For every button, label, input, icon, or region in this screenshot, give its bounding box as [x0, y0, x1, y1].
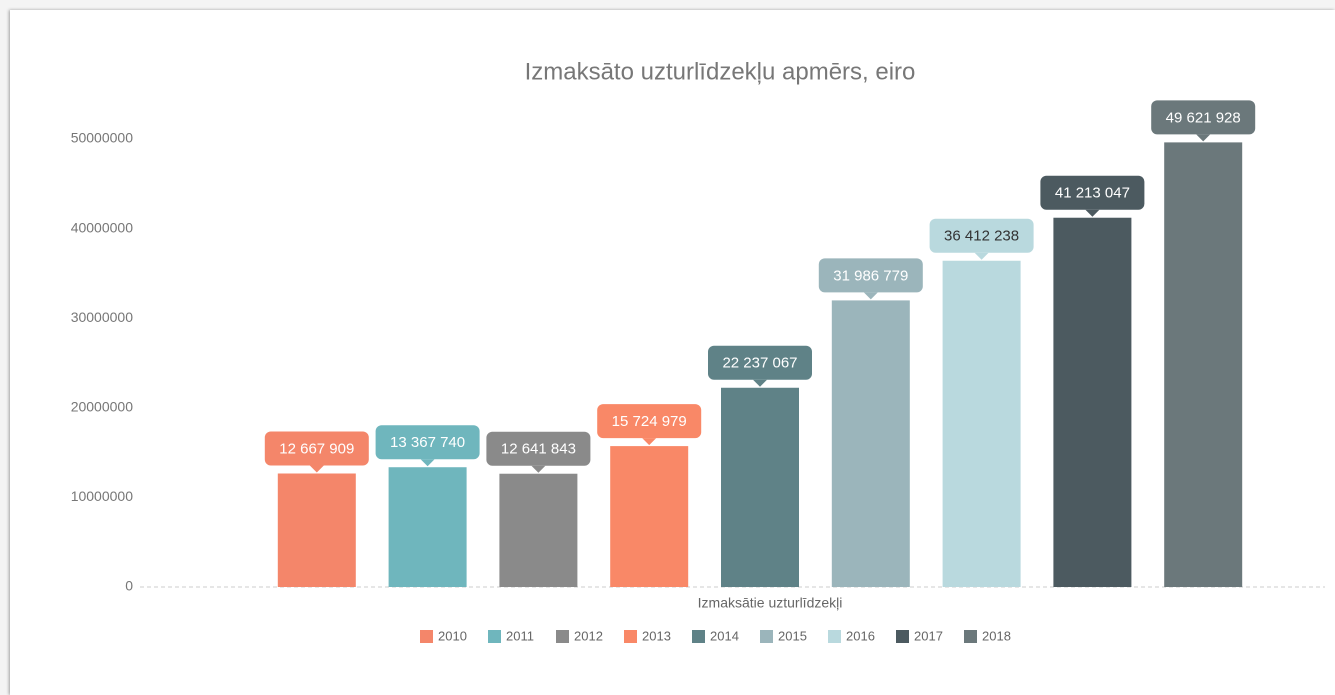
data-label-box — [818, 258, 923, 293]
legend-swatch — [760, 630, 773, 643]
data-label-box — [708, 345, 812, 380]
data-label-box — [597, 404, 702, 439]
bar — [610, 446, 689, 587]
data-label: 12 667 909 — [279, 440, 354, 457]
data-label-box — [929, 218, 1034, 253]
data-label-box — [264, 431, 369, 466]
bar — [942, 260, 1021, 587]
bar — [831, 300, 910, 587]
data-label-pointer — [753, 379, 767, 387]
bar — [1053, 217, 1132, 588]
data-label: 22 237 067 — [722, 355, 797, 372]
data-label-box — [1151, 100, 1256, 135]
bar — [721, 387, 799, 587]
y-tick-label: 40000000 — [71, 219, 134, 235]
data-label: 12 641 843 — [501, 441, 576, 458]
data-label-pointer — [863, 292, 878, 300]
legend-swatch — [964, 630, 977, 643]
y-tick-label: 50000000 — [71, 130, 134, 146]
data-label: 41 213 047 — [1055, 185, 1130, 202]
data-label-pointer — [309, 465, 324, 473]
bar — [277, 473, 356, 587]
data-label-box — [486, 431, 591, 466]
y-tick-label: 30000000 — [71, 309, 134, 325]
bar — [499, 473, 578, 587]
data-label-box — [1040, 175, 1145, 210]
y-tick-label: 20000000 — [71, 399, 134, 415]
legend-label: 2014 — [710, 628, 739, 643]
data-label-box — [375, 425, 480, 460]
legend-label: 2016 — [846, 628, 875, 643]
data-label: 49 621 928 — [1166, 109, 1241, 126]
data-label: 31 986 779 — [833, 267, 908, 284]
data-label-pointer — [642, 438, 657, 446]
data-label-pointer — [531, 465, 546, 473]
legend-label: 2018 — [982, 628, 1011, 643]
data-label: 13 367 740 — [390, 434, 465, 451]
legend-label: 2017 — [914, 628, 943, 643]
legend-label: 2010 — [438, 628, 467, 643]
y-tick-label: 10000000 — [71, 488, 134, 504]
legend-label: 2011 — [506, 628, 534, 643]
legend-swatch — [692, 630, 705, 643]
legend-swatch — [828, 630, 841, 643]
legend-label: 2013 — [642, 628, 671, 643]
y-tick-label: 0 — [125, 578, 133, 594]
bar — [1164, 142, 1243, 588]
x-axis-category: Izmaksātie uzturlīdzekļi — [698, 595, 843, 611]
data-label: 15 724 979 — [612, 413, 687, 430]
legend-label: 2012 — [574, 628, 603, 643]
legend-swatch — [896, 630, 909, 643]
data-label-pointer — [1085, 209, 1100, 217]
data-label: 36 412 238 — [944, 228, 1019, 245]
legend-swatch — [420, 630, 433, 643]
legend-label: 2015 — [778, 628, 807, 643]
bar — [388, 467, 467, 587]
legend-swatch — [556, 630, 569, 643]
data-label-pointer — [974, 252, 989, 260]
legend-swatch — [624, 630, 637, 643]
data-label-pointer — [1196, 134, 1211, 142]
data-label-pointer — [420, 459, 435, 467]
legend-swatch — [488, 630, 501, 643]
chart-title: Izmaksāto uzturlīdzekļu apmērs, eiro — [525, 58, 916, 85]
